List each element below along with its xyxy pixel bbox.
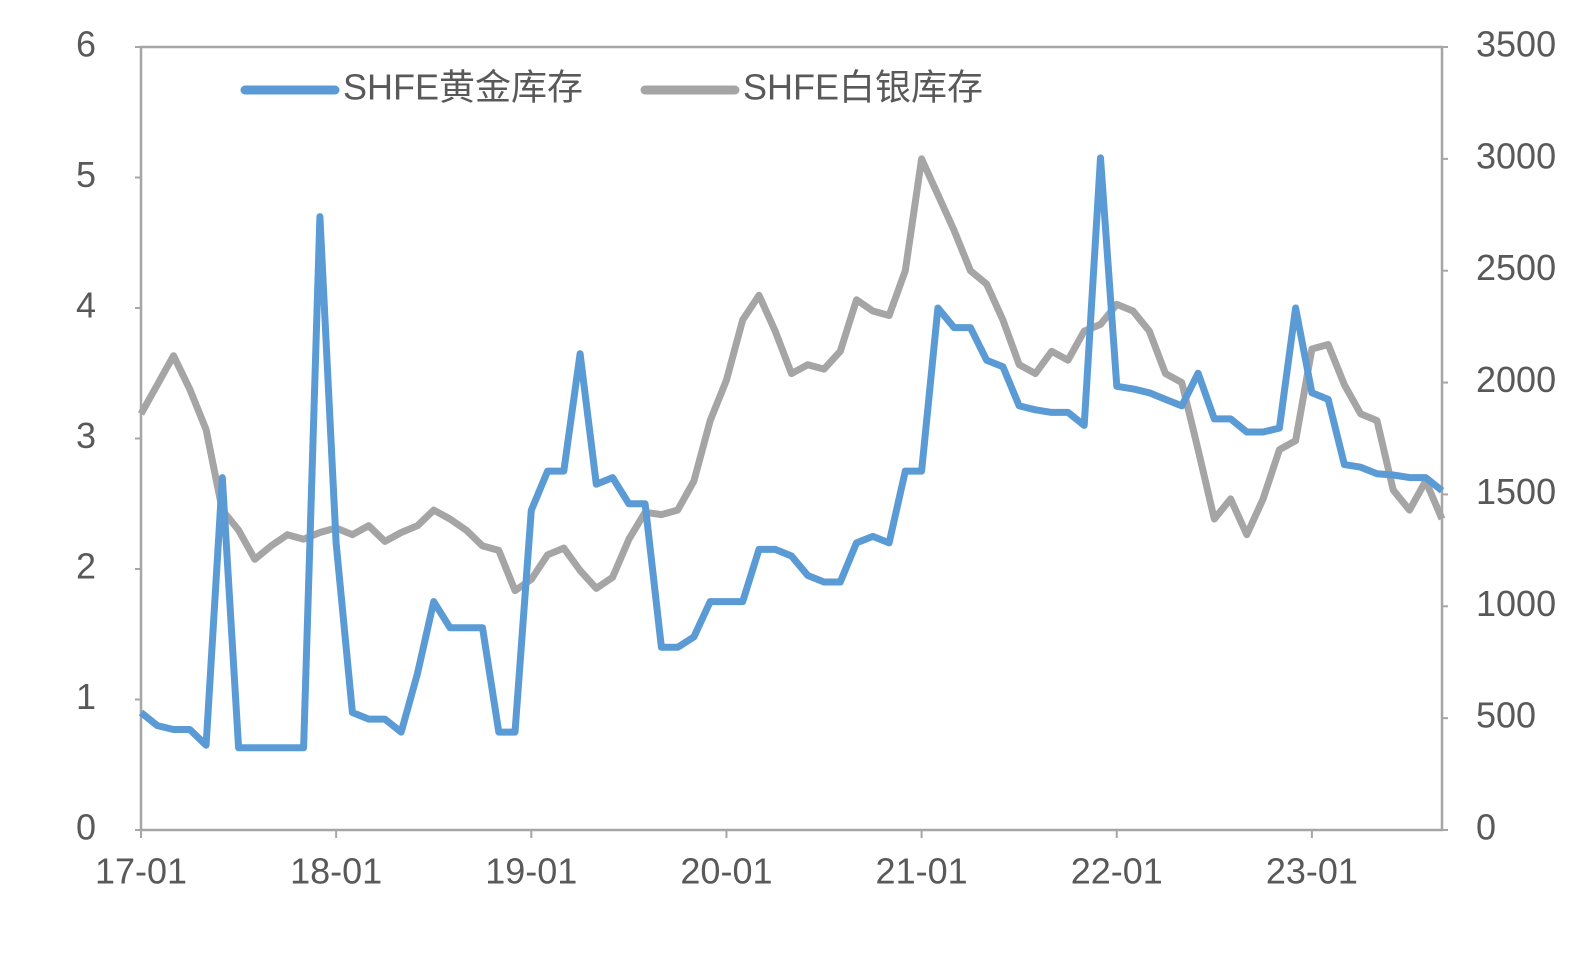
x-tick-label: 19-01 [485,851,577,892]
x-tick-label: 21-01 [876,851,968,892]
legend-label: SHFE白银库存 [743,67,983,108]
x-tick-label: 18-01 [290,851,382,892]
y2-tick-label: 3500 [1476,24,1556,65]
y2-tick-label: 0 [1476,807,1496,848]
x-tick-label: 23-01 [1266,851,1358,892]
series-line [138,154,1445,752]
plot-frame [139,45,1444,832]
y2-tick-label: 3000 [1476,135,1556,176]
y2-tick-label: 1500 [1476,471,1556,512]
y2-tick-label: 2000 [1476,359,1556,400]
y-tick-label: 4 [76,285,96,326]
y-tick-label: 3 [76,415,96,456]
x-tick-label: 20-01 [680,851,772,892]
y2-tick-label: 500 [1476,695,1536,736]
x-tick-label: 22-01 [1071,851,1163,892]
y-tick-label: 1 [76,676,96,717]
y2-tick-label: 1000 [1476,583,1556,624]
series-line [137,155,1446,595]
y-tick-label: 0 [76,807,96,848]
x-tick-label: 17-01 [95,851,187,892]
y-tick-label: 2 [76,546,96,587]
y-tick-label: 5 [76,154,96,195]
legend-label: SHFE黄金库存 [343,67,583,108]
y-tick-label: 6 [76,24,96,65]
y2-tick-label: 2500 [1476,247,1556,288]
